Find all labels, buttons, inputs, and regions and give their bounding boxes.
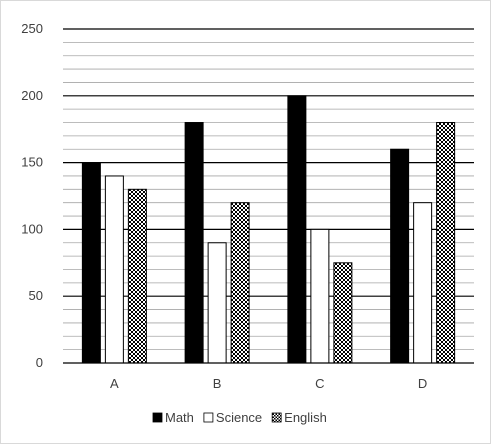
bars [81, 95, 456, 364]
bar-math-d [390, 148, 410, 364]
legend-swatch-english [271, 412, 282, 423]
legend-swatch-math [152, 412, 163, 423]
legend: Math Science English [152, 410, 327, 425]
y-tick-label: 150 [21, 155, 43, 170]
bar-english-c [333, 262, 353, 364]
bar-math-c [287, 95, 307, 364]
y-tick-label: 0 [36, 355, 43, 370]
bar-english-a [127, 188, 147, 364]
gridlines [63, 28, 474, 351]
x-tick-label: A [110, 376, 119, 391]
x-tick-label: B [213, 376, 222, 391]
bar-science-d [413, 202, 433, 364]
legend-swatch-science [203, 412, 214, 423]
x-tick-label: D [418, 376, 427, 391]
bar-math-a [81, 162, 101, 364]
legend-label-english: English [284, 410, 327, 425]
bar-english-d [436, 122, 456, 364]
bar-science-c [310, 228, 330, 364]
y-tick-label: 250 [21, 21, 43, 36]
bar-math-b [184, 122, 204, 364]
y-tick-label: 200 [21, 88, 43, 103]
x-tick-label: C [315, 376, 324, 391]
y-tick-label: 100 [21, 221, 43, 236]
y-tick-label: 50 [29, 288, 43, 303]
bar-science-b [207, 242, 227, 364]
legend-label-math: Math [165, 410, 194, 425]
bar-english-b [230, 202, 250, 364]
axes: 0 50 100 150 200 250 A B C D [21, 21, 474, 391]
legend-label-science: Science [216, 410, 262, 425]
bar-science-a [104, 175, 124, 364]
